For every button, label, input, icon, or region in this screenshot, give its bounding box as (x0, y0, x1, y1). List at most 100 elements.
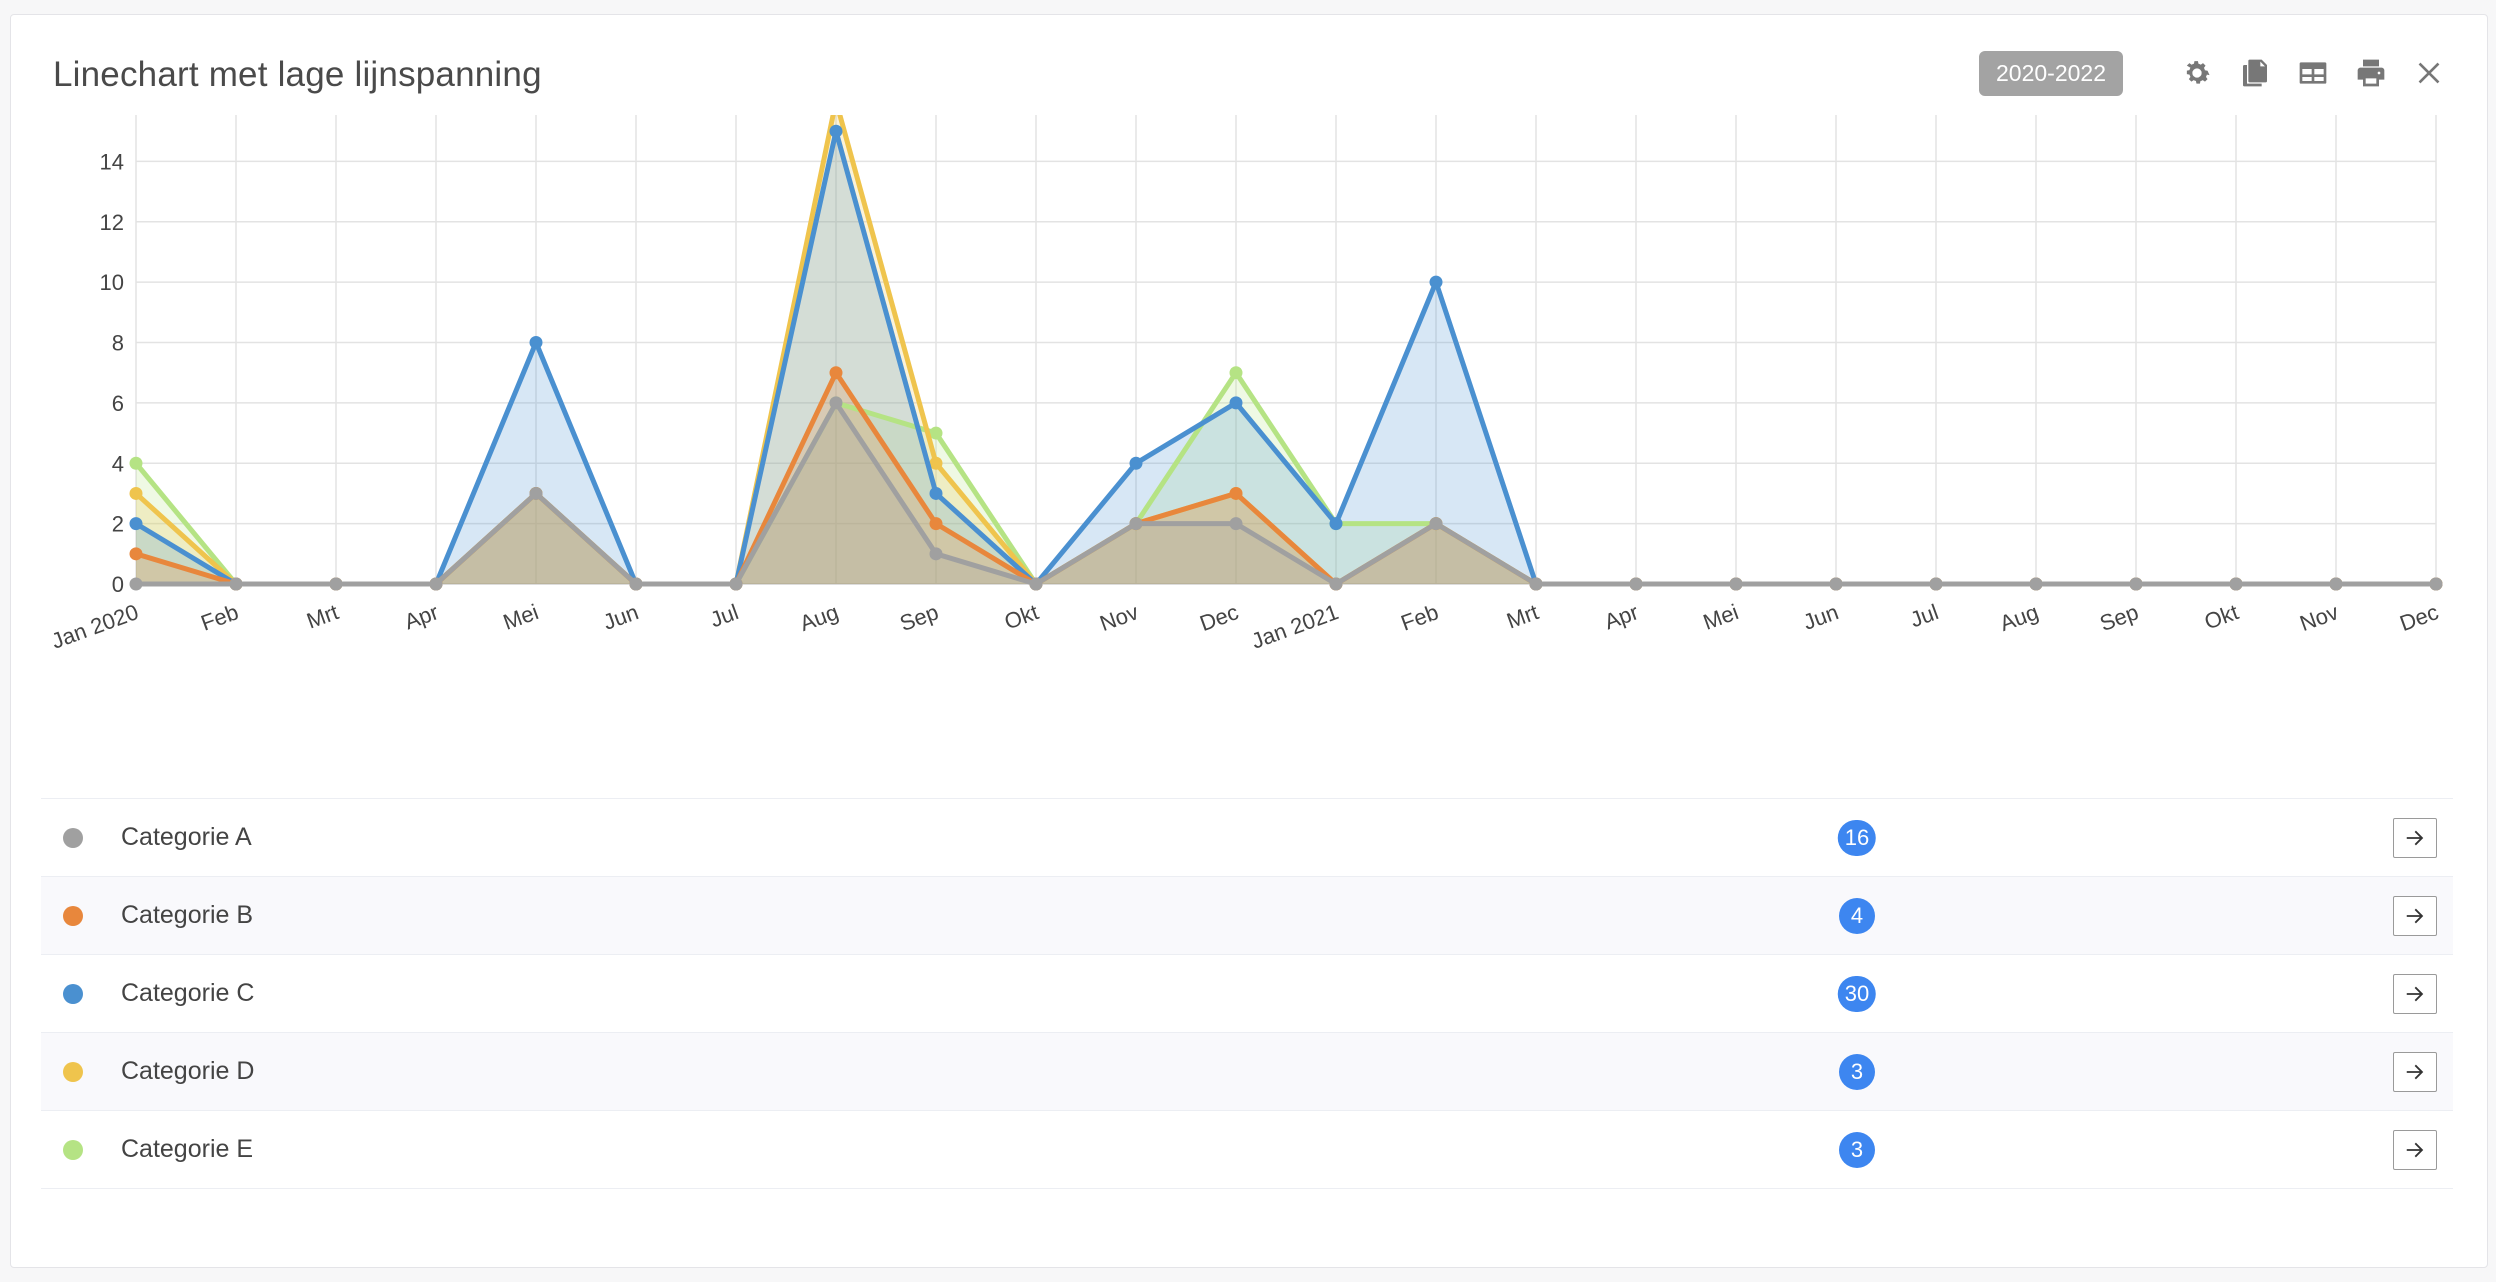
data-point (429, 577, 443, 591)
count-badge: 16 (1837, 819, 1877, 856)
x-tick-label: Nov (1096, 599, 1141, 636)
data-point (529, 486, 543, 500)
legend-row: Categorie A 16 (41, 799, 2453, 877)
data-point (1529, 577, 1543, 591)
data-point (2229, 577, 2243, 591)
y-tick-label: 8 (112, 331, 124, 356)
data-point (1029, 577, 1043, 591)
x-tick-label: Okt (1001, 599, 1042, 634)
data-point (1629, 577, 1643, 591)
data-point (2429, 577, 2443, 591)
legend-row: Categorie B 4 (41, 877, 2453, 955)
data-point (1129, 517, 1143, 531)
y-tick-label: 6 (112, 391, 124, 416)
data-point (629, 577, 643, 591)
x-tick-label: Sep (896, 599, 941, 636)
table-icon[interactable] (2295, 55, 2331, 91)
data-point (129, 517, 143, 531)
data-point (2029, 577, 2043, 591)
x-tick-label: Nov (2296, 599, 2341, 636)
legend-label: Categorie D (121, 1057, 255, 1085)
data-point (1229, 517, 1243, 531)
widget-title: Linechart met lage lijnspanning (53, 55, 542, 94)
open-details-button[interactable] (2393, 1051, 2437, 1092)
legend-dot (63, 827, 83, 848)
legend-row: Categorie C 30 (41, 955, 2453, 1033)
x-tick-label: Aug (796, 599, 841, 636)
line-chart: 0246810121416Jan 2020FebMrtAprMeiJunJulA… (48, 115, 2443, 654)
data-point (1129, 456, 1143, 470)
data-point (1429, 275, 1443, 289)
count-badge: 3 (1839, 1131, 1875, 1168)
count-badge: 3 (1839, 1053, 1875, 1090)
range-badge[interactable]: 2020-2022 (1979, 50, 2123, 96)
data-point (829, 366, 843, 380)
x-tick-label: Mrt (1503, 599, 1541, 633)
open-details-button[interactable] (2393, 1129, 2437, 1170)
data-point (929, 426, 943, 440)
data-point (1329, 517, 1343, 531)
close-icon[interactable] (2411, 55, 2447, 91)
data-point (129, 577, 143, 591)
legend-label: Categorie C (121, 979, 255, 1007)
x-tick-label: Okt (2201, 599, 2242, 634)
copy-icon[interactable] (2237, 55, 2273, 91)
data-point (1929, 577, 1943, 591)
data-point (1229, 486, 1243, 500)
data-point (829, 396, 843, 410)
y-tick-label: 14 (100, 149, 124, 174)
data-point (729, 577, 743, 591)
legend-dot (63, 905, 83, 926)
arrow-right-icon (2406, 908, 2424, 923)
series-area (136, 372, 2436, 584)
data-point (129, 486, 143, 500)
x-tick-label: Dec (1196, 599, 1241, 636)
x-tick-label: Mrt (303, 599, 341, 633)
data-point (129, 456, 143, 470)
series-area (136, 131, 2436, 584)
data-point (929, 517, 943, 531)
y-tick-label: 0 (112, 572, 124, 597)
legend-label: Categorie B (121, 901, 254, 929)
arrow-right-icon (2406, 986, 2424, 1001)
series-line (136, 400, 2436, 587)
data-point (1829, 577, 1843, 591)
open-details-button[interactable] (2393, 817, 2437, 858)
x-tick-label: Aug (1996, 599, 2041, 636)
data-point (929, 547, 943, 561)
legend-row: Categorie E 3 (41, 1111, 2453, 1189)
x-tick-label: Jan 2020 (48, 599, 142, 653)
arrow-right-icon (2406, 1064, 2424, 1079)
legend-dot (63, 1061, 83, 1082)
legend-dot (63, 983, 83, 1004)
x-tick-label: Jun (1800, 599, 1842, 635)
x-tick-label: Mei (1700, 599, 1742, 635)
settings-icon[interactable] (2179, 55, 2215, 91)
count-badge: 30 (1837, 975, 1877, 1012)
open-details-button[interactable] (2393, 895, 2437, 936)
data-point (829, 124, 843, 138)
open-details-button[interactable] (2393, 973, 2437, 1014)
data-point (2129, 577, 2143, 591)
data-point (129, 547, 143, 561)
data-point (1329, 577, 1343, 591)
data-point (529, 336, 543, 349)
x-tick-label: Sep (2096, 599, 2141, 636)
x-tick-label: Feb (1398, 599, 1442, 635)
print-icon[interactable] (2353, 55, 2389, 91)
x-tick-label: Feb (198, 599, 242, 635)
data-point (929, 486, 943, 500)
legend-label: Categorie A (121, 823, 252, 851)
data-point (329, 577, 343, 591)
x-tick-label: Dec (2396, 599, 2441, 636)
y-tick-label: 4 (112, 451, 124, 476)
x-tick-label: Jun (600, 599, 642, 635)
arrow-right-icon (2406, 830, 2424, 845)
data-point (1429, 517, 1443, 531)
y-tick-label: 2 (112, 512, 124, 537)
count-badge: 4 (1839, 897, 1875, 934)
x-tick-label: Jul (707, 599, 742, 632)
y-tick-label: 10 (100, 270, 124, 295)
legend-list: Categorie A 16 Categorie B 4 Categorie C… (41, 798, 2453, 1189)
y-tick-label: 12 (100, 210, 124, 235)
